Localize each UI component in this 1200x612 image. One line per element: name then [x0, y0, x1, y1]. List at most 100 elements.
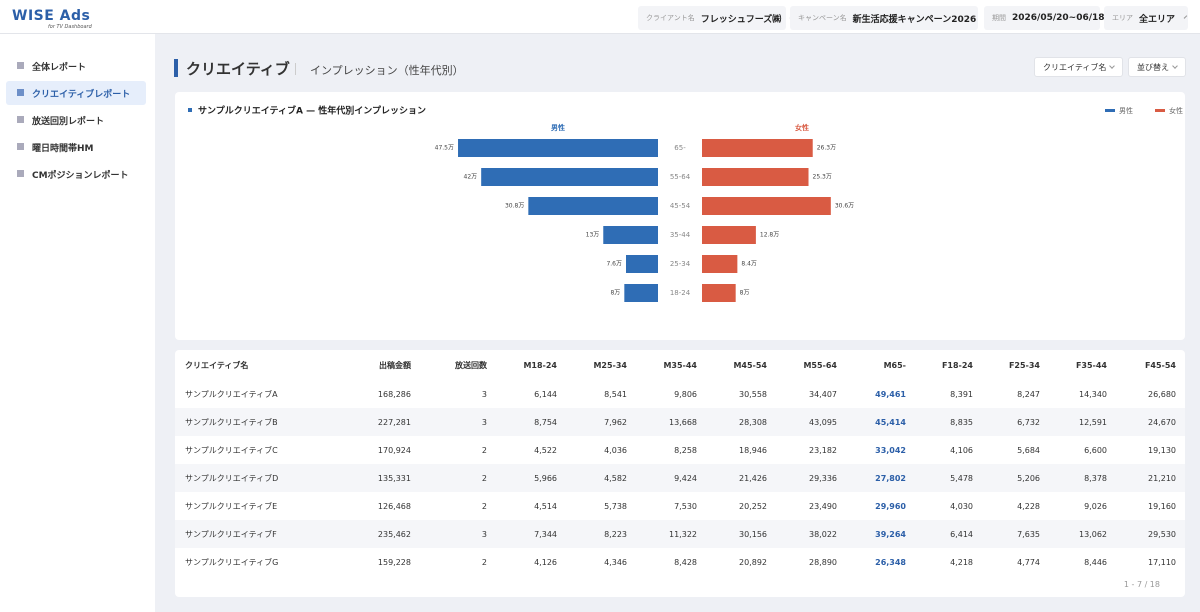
bar: [528, 197, 658, 215]
table-cell: 5,738: [604, 501, 627, 511]
table-cell: サンプルクリエイティブA: [185, 389, 278, 399]
table-cell: サンプルクリエイティブE: [185, 501, 278, 511]
table-cell: 126,468: [377, 501, 411, 511]
column-header: F18-24: [941, 360, 973, 370]
table-cell: 159,228: [377, 557, 411, 567]
filter-label: クライアント名: [646, 14, 695, 22]
table-row[interactable]: サンプルクリエイティブE 126,468 2 4,514 5,738 7,530 20,25…: [175, 492, 1185, 520]
table-cell: 4,514: [534, 501, 557, 511]
table-cell: 12,591: [1049, 408, 1116, 436]
table-cell: 21,210: [1116, 464, 1185, 492]
nav-item[interactable]: クリエイティブレポート: [6, 81, 146, 105]
table-cell: 3: [420, 520, 496, 548]
column-header: F45-54: [1144, 360, 1176, 370]
table-cell: 17,110: [1148, 557, 1176, 567]
table-cell: 19,130: [1148, 445, 1176, 455]
table-row[interactable]: サンプルクリエイティブA 168,286 3 6,144 8,541 9,806 30,55…: [175, 380, 1185, 408]
table-cell: 33,042: [875, 445, 906, 455]
nav-item[interactable]: 放送回別レポート: [6, 108, 146, 132]
value-label: 42万: [464, 174, 478, 181]
table-cell: 6,732: [982, 408, 1049, 436]
value-label: 25.3万: [813, 174, 832, 181]
table-cell: 4,036: [604, 445, 627, 455]
filter[interactable]: エリア 全エリア: [1104, 6, 1188, 30]
table-cell: 8,446: [1084, 557, 1107, 567]
logo[interactable]: WISE Ads: [12, 8, 91, 24]
table-cell: 4,218: [950, 557, 973, 567]
sort-button[interactable]: 並び替え: [1128, 57, 1186, 77]
table-cell: 8,247: [1017, 389, 1040, 399]
value-label: 30.6万: [835, 203, 854, 210]
table-cell: 45,414: [846, 408, 915, 436]
value-label: 12.8万: [760, 232, 779, 239]
table-cell: 6,144: [534, 389, 557, 399]
column-header: M65-: [883, 360, 906, 370]
table-cell: 9,026: [1084, 501, 1107, 511]
table-cell: 49,461: [875, 389, 906, 399]
table-cell: 19,160: [1148, 501, 1176, 511]
table-row[interactable]: サンプルクリエイティブC 170,924 2 4,522 4,036 8,258 18,94…: [175, 436, 1185, 464]
legend-label: 女性: [1169, 106, 1183, 115]
table-head: クリエイティブ名 出稿金額 放送回数 M18-24 M25-34 M35-44 M45-54…: [175, 350, 1185, 380]
page-title: クリエイティブ: [186, 60, 290, 78]
table-cell: 3: [420, 408, 496, 436]
category-label: 35-44: [670, 231, 691, 239]
table-cell: 30,558: [739, 389, 767, 399]
table-cell: 8,754: [496, 408, 566, 436]
table-cell: 170,924: [377, 445, 411, 455]
legend-swatch: [1155, 109, 1165, 112]
table-cell: 21,426: [706, 464, 776, 492]
table-row[interactable]: サンプルクリエイティブD 135,331 2 5,966 4,582 9,424 21,42…: [175, 464, 1185, 492]
value-label: 13万: [586, 232, 600, 239]
pagination[interactable]: 1 - 7 / 18: [1123, 580, 1160, 589]
button-label: 並び替え: [1137, 62, 1169, 72]
table-cell: 8,428: [674, 557, 697, 567]
table-cell: 4,346: [604, 557, 627, 567]
table-cell: 135,331: [330, 464, 420, 492]
table-cell: 5,966: [496, 464, 566, 492]
table-cell: サンプルクリエイティブF: [175, 520, 330, 548]
table-row[interactable]: サンプルクリエイティブF 235,462 3 7,344 8,223 11,322 30,1…: [175, 520, 1185, 548]
nav-item[interactable]: 全体レポート: [6, 54, 146, 78]
sort-button[interactable]: クリエイティブ名: [1034, 57, 1124, 77]
title-marker: [188, 108, 192, 112]
value-label: 8万: [610, 290, 620, 297]
table-cell: 7,962: [566, 408, 636, 436]
table-cell: 7,635: [982, 520, 1049, 548]
filter-label: 期間: [992, 14, 1006, 22]
category-label: 45-54: [670, 202, 691, 210]
table-cell: 235,462: [330, 520, 420, 548]
category-label: 65-: [674, 144, 686, 152]
table-body: サンプルクリエイティブA 168,286 3 6,144 8,541 9,806 30,55…: [175, 380, 1185, 576]
series-header: 男性: [551, 123, 565, 132]
table-cell: 2: [481, 557, 487, 567]
chart-title: サンプルクリエイティブA — 性年代別インプレッション: [198, 105, 426, 117]
table-cell: 34,407: [809, 389, 837, 399]
table-cell: 8,541: [604, 389, 627, 399]
table-cell: 4,582: [566, 464, 636, 492]
nav-item[interactable]: CMポジションレポート: [6, 162, 146, 186]
nav-item[interactable]: 曜日時間帯HM: [6, 135, 146, 159]
category-label: 25-34: [670, 260, 691, 268]
table-cell: 28,308: [706, 408, 776, 436]
table-row[interactable]: サンプルクリエイティブG 159,228 2 4,126 4,346 8,428 20,89…: [175, 548, 1185, 576]
filter[interactable]: キャンペーン名 新生活応援キャンペーン2026: [790, 6, 989, 30]
table-row[interactable]: サンプルクリエイティブB 227,281 3 8,754 7,962 13,668 28,3…: [175, 408, 1185, 436]
table-cell: 30,156: [706, 520, 776, 548]
filter[interactable]: クライアント名 フレッシュフーズ㈱: [638, 6, 794, 30]
bar: [626, 255, 658, 273]
table-cell: 38,022: [776, 520, 846, 548]
table-cell: 8,258: [674, 445, 697, 455]
table-cell: サンプルクリエイティブG: [185, 557, 279, 567]
column-header: M55-64: [803, 360, 837, 370]
table-cell: 43,095: [776, 408, 846, 436]
table-cell: 13,062: [1049, 520, 1116, 548]
value-label: 8万: [740, 290, 750, 297]
table-cell: 14,340: [1079, 389, 1107, 399]
bar: [458, 139, 658, 157]
table-cell: 227,281: [330, 408, 420, 436]
table-cell: 8,223: [566, 520, 636, 548]
filter[interactable]: 期間 2026/05/20~06/18: [984, 6, 1117, 30]
filter-value: フレッシュフーズ㈱: [700, 14, 782, 25]
